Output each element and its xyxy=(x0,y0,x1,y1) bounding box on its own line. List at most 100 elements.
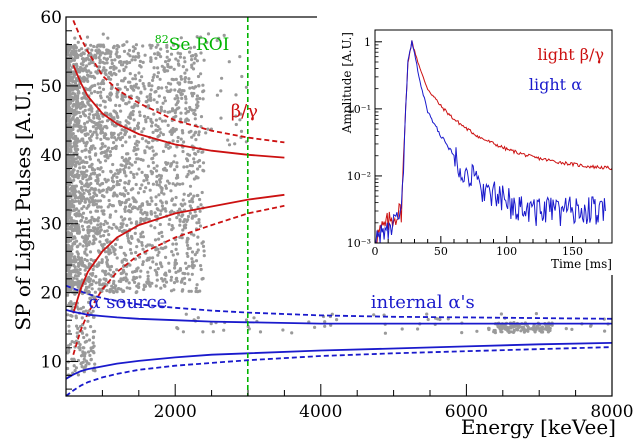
data-point xyxy=(145,217,149,221)
data-point xyxy=(142,219,146,223)
data-point xyxy=(196,176,200,180)
data-point xyxy=(154,202,158,207)
data-point xyxy=(112,185,116,189)
data-point xyxy=(81,244,85,248)
data-point xyxy=(160,190,164,195)
data-point xyxy=(124,140,128,144)
data-point xyxy=(131,109,135,113)
data-point xyxy=(240,74,244,79)
data-point xyxy=(186,109,190,114)
data-point xyxy=(66,293,70,297)
data-point xyxy=(91,315,96,319)
data-point xyxy=(115,256,119,260)
data-point xyxy=(77,257,81,261)
data-point xyxy=(65,255,70,259)
data-point xyxy=(564,327,568,331)
data-point xyxy=(113,58,117,62)
data-point xyxy=(202,169,206,173)
data-point xyxy=(113,110,117,114)
data-point xyxy=(82,79,86,83)
data-point xyxy=(131,87,135,91)
data-point xyxy=(83,175,87,179)
data-point xyxy=(85,178,89,182)
data-point xyxy=(171,226,175,230)
data-point xyxy=(188,163,192,168)
data-point xyxy=(78,166,82,170)
data-point xyxy=(142,84,146,88)
data-point xyxy=(73,119,77,123)
data-point xyxy=(153,52,157,56)
data-point xyxy=(167,181,171,185)
data-point xyxy=(92,191,96,195)
data-point xyxy=(492,328,496,333)
data-point xyxy=(93,153,98,157)
data-point xyxy=(66,351,70,355)
data-point xyxy=(128,162,132,166)
data-point xyxy=(112,64,116,69)
data-point xyxy=(144,120,148,124)
data-point xyxy=(77,209,81,213)
data-point xyxy=(112,270,116,274)
data-point xyxy=(155,169,159,173)
data-point xyxy=(120,163,124,167)
data-point xyxy=(141,44,145,48)
data-point xyxy=(104,255,108,259)
data-point xyxy=(185,158,190,162)
data-point xyxy=(125,40,129,44)
data-point xyxy=(147,82,151,86)
data-point xyxy=(182,192,186,196)
data-point xyxy=(73,194,78,198)
data-point xyxy=(80,235,84,239)
x-tick-label: 8000 xyxy=(590,402,633,422)
data-point xyxy=(329,323,333,327)
data-point xyxy=(195,94,199,98)
data-point xyxy=(122,193,126,197)
data-point xyxy=(94,202,98,206)
data-point xyxy=(82,335,86,340)
data-point xyxy=(426,317,430,322)
data-point xyxy=(89,283,93,287)
data-point xyxy=(166,64,170,69)
data-point xyxy=(534,328,538,332)
data-point xyxy=(80,224,84,228)
data-point xyxy=(169,189,173,193)
data-point xyxy=(72,74,76,78)
data-point xyxy=(120,97,124,101)
inset-series-line xyxy=(374,40,606,244)
data-point xyxy=(78,212,82,216)
data-point xyxy=(133,102,137,106)
data-point xyxy=(115,194,119,198)
data-point xyxy=(66,196,70,200)
data-point xyxy=(79,362,83,366)
data-point xyxy=(543,327,547,331)
data-point xyxy=(188,246,192,250)
data-point xyxy=(131,196,135,200)
data-point xyxy=(106,178,110,182)
data-point xyxy=(83,66,87,70)
data-point xyxy=(91,279,95,283)
data-point xyxy=(66,146,70,150)
data-point xyxy=(160,204,164,208)
data-point xyxy=(148,188,152,192)
data-point xyxy=(108,150,112,154)
data-point xyxy=(87,199,91,203)
data-point xyxy=(197,130,201,134)
data-point xyxy=(145,178,149,182)
data-point xyxy=(128,60,132,65)
data-point xyxy=(200,190,204,195)
data-point xyxy=(201,276,205,281)
data-point xyxy=(120,259,124,263)
data-point xyxy=(93,53,97,57)
data-point xyxy=(123,207,127,211)
data-point xyxy=(94,209,98,213)
data-point xyxy=(83,122,87,126)
data-point xyxy=(110,146,114,151)
data-point xyxy=(87,53,91,58)
data-point xyxy=(67,261,71,265)
data-point xyxy=(188,184,193,188)
inset-axis-ticks: 0 50 100 150 10⁻³ 10⁻² 10⁻¹ 1 xyxy=(347,36,613,258)
data-point xyxy=(151,260,155,264)
data-point xyxy=(128,156,132,160)
data-point xyxy=(190,257,194,261)
